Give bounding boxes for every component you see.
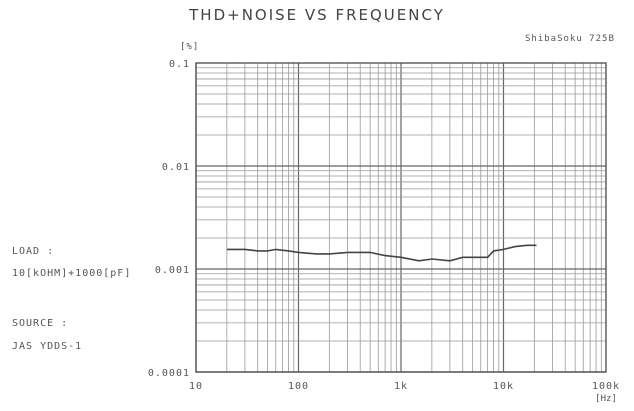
source-value: JAS YDDS-1 bbox=[12, 341, 83, 352]
y-tick-label: 0.1 bbox=[169, 59, 190, 70]
y-tick-label: 0.001 bbox=[155, 265, 190, 276]
load-value: 10[kOHM]+1000[pF] bbox=[12, 268, 132, 279]
x-tick-label: 1k bbox=[394, 381, 408, 392]
x-tick-label: 10 bbox=[189, 381, 203, 392]
x-tick-label: 10k bbox=[493, 381, 514, 392]
y-tick-label: 0.01 bbox=[162, 162, 190, 173]
x-axis-unit: [Hz] bbox=[595, 394, 617, 404]
load-label: LOAD : bbox=[12, 246, 55, 257]
plot-frame bbox=[195, 62, 607, 373]
y-tick-label: 0.0001 bbox=[148, 368, 190, 379]
thd-noise-series-line bbox=[226, 244, 537, 262]
source-label: SOURCE : bbox=[12, 318, 69, 329]
x-tick-label: 100 bbox=[288, 381, 309, 392]
brand-label: ShibaSoku 725B bbox=[525, 34, 615, 44]
x-tick-label: 100k bbox=[592, 381, 620, 392]
chart-title: THD+NOISE VS FREQUENCY bbox=[189, 6, 445, 24]
y-axis-unit: [%] bbox=[180, 42, 200, 52]
